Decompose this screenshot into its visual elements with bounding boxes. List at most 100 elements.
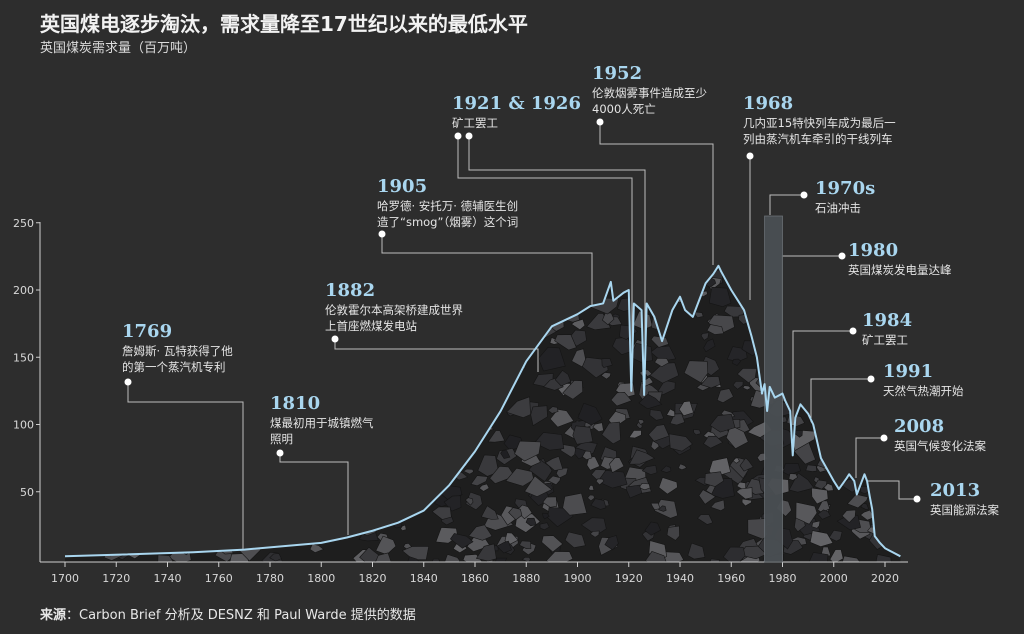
annotation-dot <box>596 118 604 126</box>
connector-line <box>127 382 244 550</box>
annotation-text: 列由蒸汽机车牵引的干线列车 <box>743 132 893 146</box>
annotation-text: 煤最初用于城镇燃气 <box>270 416 374 430</box>
x-tick-label: 1920 <box>615 572 643 585</box>
annotation-19211926: 1921 & 1926 矿工罢工 <box>452 93 581 131</box>
oil-shock-highlight-bar <box>764 215 783 563</box>
x-tick-label: 1820 <box>359 572 387 585</box>
x-tick-label: 1900 <box>564 572 592 585</box>
annotation-text: 詹姆斯· 瓦特获得了他 <box>122 344 233 358</box>
connector-line <box>334 339 539 372</box>
y-tick-label: 50 <box>20 486 34 499</box>
annotation-year: 2013 <box>930 480 981 501</box>
x-tick-label: 1720 <box>102 572 130 585</box>
source-note: 来源：Carbon Brief 分析及 DESNZ 和 Paul Warde 提… <box>40 608 416 623</box>
connector-line <box>781 255 842 395</box>
y-tick-label: 150 <box>13 351 34 364</box>
annotation-1905: 1905 哈罗德· 安托万· 德辅医生创 造了“smog”（烟雾）这个词 <box>377 176 518 230</box>
annotation-dot <box>838 252 846 260</box>
annotation-dot <box>378 230 386 238</box>
y-tick-label: 200 <box>13 284 34 297</box>
annotation-year: 1921 & 1926 <box>452 93 581 114</box>
annotation-dot <box>276 449 284 457</box>
x-tick-label: 2020 <box>871 572 899 585</box>
x-tick-label: 1700 <box>51 572 79 585</box>
annotation-text: 的第一个蒸汽机专利 <box>122 360 226 374</box>
annotation-year: 2008 <box>894 416 945 437</box>
annotation-text: 哈罗德· 安托万· 德辅医生创 <box>377 199 519 213</box>
annotation-year: 1968 <box>743 93 794 114</box>
annotation-text: 矿工罢工 <box>862 333 908 347</box>
annotation-1991: 1991 天然气热潮开始 <box>883 361 964 399</box>
annotation-1882: 1882 伦敦霍尔本高架桥建成世界 上首座燃煤发电站 <box>325 280 463 334</box>
annotation-text: 英国能源法案 <box>930 503 999 517</box>
annotation-year: 1970s <box>815 178 876 199</box>
x-tick-label: 1780 <box>256 572 284 585</box>
annotation-text: 伦敦烟雾事件造成至少 <box>592 86 707 100</box>
annotation-dot <box>913 495 921 503</box>
chart-title: 英国煤电逐步淘汰，需求量降至17世纪以来的最低水平 <box>40 12 528 36</box>
connector-line <box>599 122 714 265</box>
annotation-dot <box>880 434 888 442</box>
annotation-dot <box>465 132 473 140</box>
connector-line <box>468 136 646 385</box>
annotation-1984: 1984 矿工罢工 <box>862 310 912 348</box>
annotation-2013: 2013 英国能源法案 <box>930 480 999 518</box>
x-tick-label: 1980 <box>769 572 797 585</box>
annotation-dot <box>124 378 132 386</box>
connector-line <box>381 234 593 305</box>
annotation-1970s: 1970s 石油冲击 <box>815 178 875 216</box>
axes: 50 100 150 200 250 1700 1720 1740 1760 1780 1800 18… <box>13 217 908 585</box>
annotation-year: 1991 <box>883 361 934 382</box>
annotation-text: 英国煤炭发电量达峰 <box>848 263 952 277</box>
connector-line <box>279 453 349 535</box>
annotation-text: 天然气热潮开始 <box>883 384 964 398</box>
annotation-text: 伦敦霍尔本高架桥建成世界 <box>325 303 463 317</box>
annotation-dot <box>867 375 875 383</box>
annotation-dot <box>454 132 462 140</box>
x-tick-label: 2000 <box>820 572 848 585</box>
annotation-year: 1984 <box>862 310 913 331</box>
connector-line <box>868 480 917 500</box>
chart-subtitle: 英国煤炭需求量（百万吨） <box>40 41 197 56</box>
annotation-dot <box>800 191 808 199</box>
connector-line <box>769 194 804 215</box>
annotation-year: 1905 <box>377 176 428 197</box>
connector-line <box>792 330 853 425</box>
annotation-text: 照明 <box>270 432 293 446</box>
annotation-year: 1769 <box>122 321 173 342</box>
annotation-1810: 1810 煤最初用于城镇燃气 照明 <box>270 393 374 447</box>
annotation-year: 1952 <box>592 63 643 84</box>
annotation-dot <box>331 335 339 343</box>
coal-texture-fill <box>65 265 901 562</box>
annotation-text: 石油冲击 <box>815 201 861 215</box>
connector-line <box>855 437 884 478</box>
annotation-text: 几内亚15特快列车成为最后一 <box>743 116 896 130</box>
annotation-text: 造了“smog”（烟雾）这个词 <box>377 215 519 229</box>
annotation-dot <box>849 327 857 335</box>
annotation-1968: 1968 几内亚15特快列车成为最后一 列由蒸汽机车牵引的干线列车 <box>743 93 896 147</box>
annotation-year: 1810 <box>270 393 321 414</box>
annotation-year: 1980 <box>848 240 899 261</box>
connector-line <box>810 378 871 418</box>
annotation-1769: 1769 詹姆斯· 瓦特获得了他 的第一个蒸汽机专利 <box>122 321 233 375</box>
x-tick-label: 1760 <box>205 572 233 585</box>
x-tick-label: 1740 <box>154 572 182 585</box>
annotation-1980: 1980 英国煤炭发电量达峰 <box>848 240 952 278</box>
demand-line <box>64 264 901 558</box>
annotation-text: 矿工罢工 <box>452 116 498 130</box>
x-tick-label: 1960 <box>717 572 745 585</box>
annotation-1952: 1952 伦敦烟雾事件造成至少 4000人死亡 <box>592 63 707 117</box>
annotation-text: 4000人死亡 <box>592 102 656 116</box>
x-tick-label: 1880 <box>512 572 540 585</box>
annotation-text: 英国气候变化法案 <box>894 439 986 453</box>
x-tick-label: 1840 <box>410 572 438 585</box>
annotation-dot <box>746 152 754 160</box>
y-tick-label: 250 <box>13 217 34 230</box>
x-tick-label: 1800 <box>307 572 335 585</box>
y-tick-label: 100 <box>13 419 34 432</box>
x-tick-label: 1940 <box>666 572 694 585</box>
connector-line <box>457 136 633 380</box>
annotation-year: 1882 <box>325 280 376 301</box>
annotation-2008: 2008 英国气候变化法案 <box>894 416 986 454</box>
